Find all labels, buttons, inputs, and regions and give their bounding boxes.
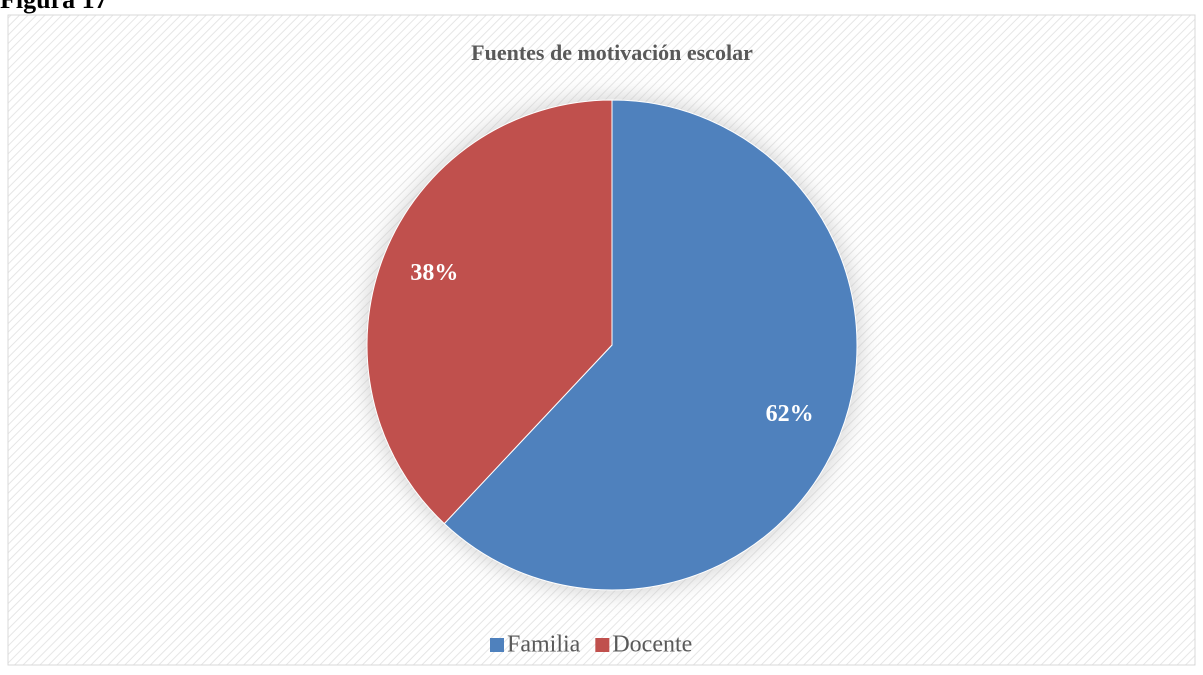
pie-slice (443, 99, 858, 591)
legend: Familia Docente (490, 632, 692, 658)
data-label: 38% (410, 260, 458, 286)
data-label: 62% (766, 401, 814, 427)
figure-label: Figura 17 (0, 0, 108, 14)
chart-title: Fuentes de motivación escolar (471, 40, 753, 65)
legend-label: Familia (507, 632, 581, 658)
pie-slice (366, 99, 613, 525)
legend-swatch (490, 638, 504, 652)
legend-label: Docente (612, 632, 692, 658)
legend-swatch (595, 638, 610, 652)
pie: 62% 38% (366, 99, 858, 591)
